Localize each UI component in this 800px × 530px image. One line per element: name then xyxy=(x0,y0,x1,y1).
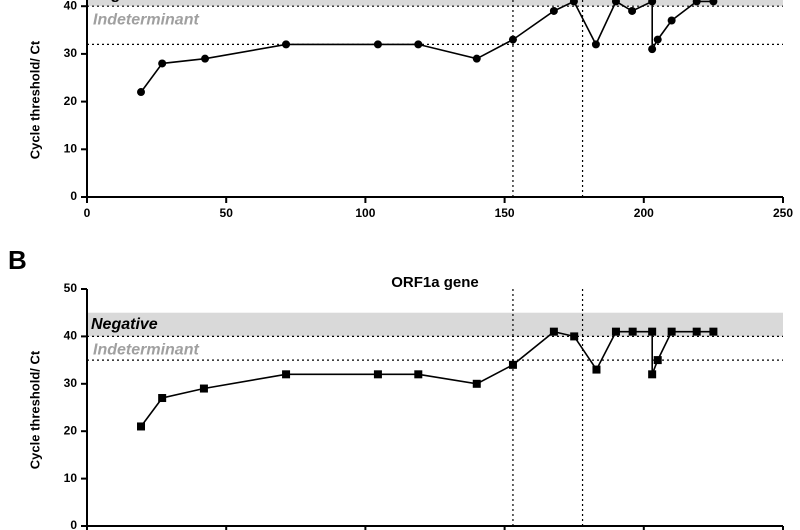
data-point xyxy=(373,370,382,379)
data-point xyxy=(611,327,620,336)
band-label: Negative xyxy=(91,316,158,333)
y-axis-label: Cycle threshold/ Ct xyxy=(27,40,42,159)
y-tick-label: 0 xyxy=(70,189,77,203)
data-point xyxy=(667,327,676,336)
y-tick-label: 30 xyxy=(64,376,78,390)
data-point xyxy=(373,40,382,49)
y-tick-label: 10 xyxy=(64,141,78,155)
band-label: Negative xyxy=(91,0,158,3)
y-tick-label: 30 xyxy=(64,46,78,60)
y-tick-label: 0 xyxy=(70,518,77,530)
y-tick-label: 20 xyxy=(64,423,78,437)
negative-band xyxy=(87,0,783,7)
data-point xyxy=(201,54,210,63)
data-point xyxy=(709,0,718,6)
data-point xyxy=(549,327,558,336)
x-tick-label: 150 xyxy=(495,206,515,220)
data-point xyxy=(692,0,701,6)
data-line xyxy=(140,0,714,93)
data-point xyxy=(653,356,662,365)
data-point xyxy=(628,6,637,15)
data-point xyxy=(569,0,578,6)
data-point xyxy=(472,379,481,388)
data-point xyxy=(137,422,146,431)
x-tick-label: 200 xyxy=(634,206,654,220)
data-point xyxy=(282,40,291,49)
data-point xyxy=(709,327,718,336)
data-point xyxy=(508,35,517,44)
threshold-label: Indeterminant xyxy=(93,342,199,359)
y-tick-label: 40 xyxy=(64,0,78,12)
data-point xyxy=(199,384,208,393)
y-tick-label: 10 xyxy=(64,471,78,485)
chart-title: ORF1a gene xyxy=(391,274,479,291)
data-point xyxy=(648,0,657,6)
data-point xyxy=(508,360,517,369)
data-point xyxy=(653,35,662,44)
data-point xyxy=(592,365,601,374)
data-point xyxy=(570,332,579,341)
x-tick-label: 100 xyxy=(355,206,375,220)
data-point xyxy=(549,6,558,15)
panel-label: B xyxy=(8,245,27,275)
x-tick-label: 0 xyxy=(84,206,91,220)
data-point xyxy=(692,327,701,336)
y-tick-label: 20 xyxy=(64,94,78,108)
data-point xyxy=(611,0,620,6)
data-point xyxy=(137,88,146,97)
y-tick-label: 50 xyxy=(64,281,78,295)
data-point xyxy=(158,59,167,68)
negative-band xyxy=(87,312,783,337)
data-point xyxy=(414,40,423,49)
data-point xyxy=(648,45,657,54)
data-line xyxy=(140,330,714,427)
data-point xyxy=(648,327,657,336)
x-tick-label: 50 xyxy=(220,206,234,220)
data-point xyxy=(158,394,167,403)
threshold-label: Indeterminant xyxy=(93,11,199,28)
data-point xyxy=(591,40,600,49)
y-axis-label: Cycle threshold/ Ct xyxy=(27,350,42,469)
data-point xyxy=(414,370,423,379)
data-point xyxy=(667,16,676,25)
y-tick-label: 40 xyxy=(64,329,78,343)
data-point xyxy=(648,370,657,379)
data-point xyxy=(628,327,637,336)
data-point xyxy=(282,370,291,379)
data-point xyxy=(472,54,481,63)
x-tick-label: 250 xyxy=(773,206,793,220)
